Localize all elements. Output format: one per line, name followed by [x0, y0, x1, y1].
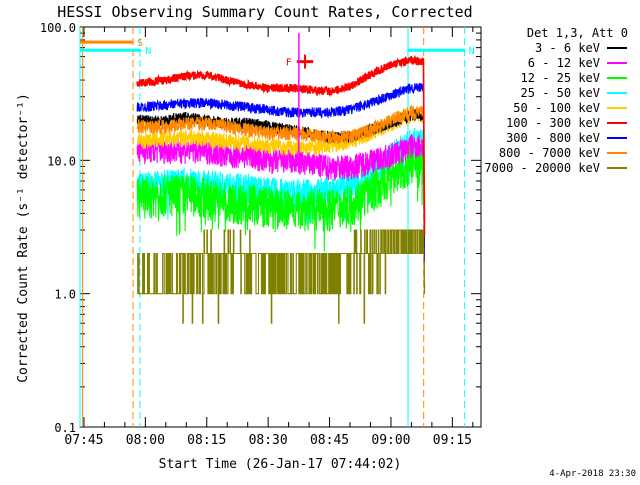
y-axis-label: Corrected Count Rate (s⁻¹ detector⁻¹): [16, 93, 31, 383]
series-line: [136, 143, 426, 294]
legend-label: 3 - 6 keV: [535, 41, 600, 55]
flag-label: F: [286, 58, 292, 69]
y-tick-label: 0.1: [54, 421, 76, 435]
series-line: [136, 105, 426, 286]
x-tick-label: 08:45: [310, 433, 349, 448]
legend-label: 50 - 100 keV: [513, 101, 600, 115]
date-stamp: 4-Apr-2018 23:30: [549, 469, 636, 479]
legend-label: 6 - 12 keV: [528, 56, 600, 70]
x-tick-label: 07:45: [64, 433, 103, 448]
x-tick-label: 09:15: [433, 433, 472, 448]
flag-label: S: [137, 38, 143, 49]
legend-label: 12 - 25 keV: [521, 71, 600, 85]
plot-area: 0.1 1.0 10.0 100.0 07:45 08:00 08:15 08:30 08:45…: [40, 21, 482, 448]
x-tick-label: 08:00: [126, 433, 165, 448]
y-tick-label: 10.0: [47, 154, 76, 168]
chart-title: HESSI Observing Summary Count Rates, Cor…: [57, 3, 472, 21]
x-tick-label: 09:00: [371, 433, 410, 448]
series-line: [137, 229, 426, 324]
series-line: [136, 54, 426, 236]
flag-label: N: [469, 46, 475, 57]
legend-header: Det 1,3, Att 0: [527, 26, 628, 40]
legend-label: 300 - 800 keV: [506, 131, 600, 145]
y-tick-label: 1.0: [54, 288, 76, 302]
x-tick-label: 08:15: [187, 433, 226, 448]
x-tick-label: 08:30: [249, 433, 288, 448]
series-line: [136, 133, 426, 294]
legend-label: 100 - 300 keV: [506, 116, 600, 130]
legend-label: 25 - 50 keV: [521, 86, 600, 100]
series-line: [136, 82, 426, 262]
flag-label: N: [145, 46, 151, 57]
y-tick-label: 100.0: [40, 21, 76, 35]
x-axis-label: Start Time (26-Jan-17 07:44:02): [159, 457, 402, 472]
legend-label: 7000 - 20000 keV: [484, 161, 600, 175]
legend-label: 800 - 7000 keV: [499, 146, 600, 160]
